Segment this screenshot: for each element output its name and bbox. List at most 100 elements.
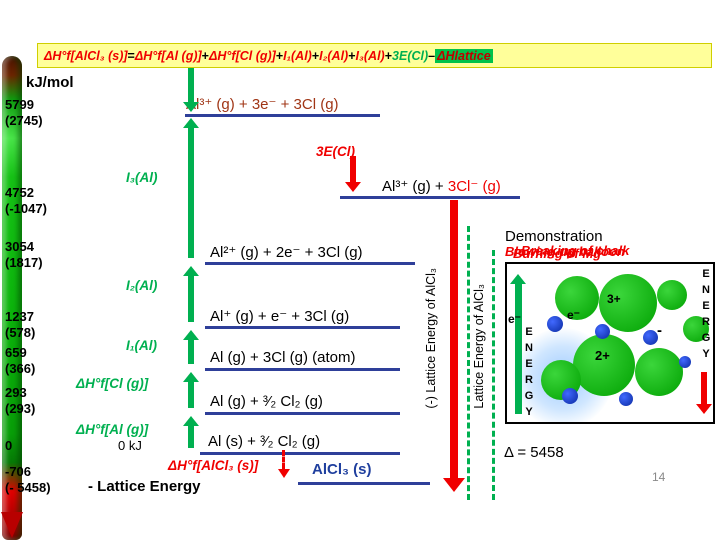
lattice-energy-bottom-label: - Lattice Energy <box>88 478 201 495</box>
level-label-part-red: 3Cl⁻ (g) <box>447 178 501 195</box>
equation-operator: + <box>311 48 320 63</box>
energy-value-alt: (366) <box>5 361 36 376</box>
equation-term: I₁(Al) <box>283 48 312 63</box>
electron-label: e⁻ <box>567 308 581 322</box>
demonstration-title: Demonstration <box>505 228 603 245</box>
nucleus-blue-circle <box>643 330 658 345</box>
neg-lattice-energy-label: (-) Lattice Energy of AlCl₃ <box>424 268 438 409</box>
energy-vertical-text-left: ENERGY <box>523 326 535 422</box>
energy-value: 659 <box>5 345 27 360</box>
demo-overlay-text: Blowing up balloon <box>505 244 625 259</box>
energy-level-line <box>298 482 430 485</box>
equation-operator: + <box>201 48 209 63</box>
equation-term-electron-affinity: 3E(Cl) <box>392 48 429 63</box>
equation-term: ΔH°f[Cl (g)] <box>208 48 276 63</box>
arrow-i1-icon <box>183 330 199 364</box>
nucleus-blue-circle <box>562 388 578 404</box>
energy-level-line <box>340 196 520 199</box>
lattice-energy-label: Lattice Energy of AlCl₃ <box>472 284 486 409</box>
delta-value-label: Δ = 5458 <box>504 444 564 461</box>
ion-green-circle <box>683 316 709 342</box>
energy-value-alt: (- 5458) <box>5 480 51 495</box>
arrow-i2-icon <box>183 266 199 322</box>
energy-level-line <box>205 262 415 265</box>
nucleus-blue-circle <box>595 324 610 339</box>
charge-3plus-label: 3+ <box>607 292 621 306</box>
level-label: Al (g) + 3Cl (g) (atom) <box>210 349 356 366</box>
minus-charge-label: - <box>657 322 662 339</box>
demo-overlay-text: Burning of Mg <box>513 246 602 261</box>
level-label-part: Al³⁺ (g) + <box>382 178 448 195</box>
ionization-demo-box: ENERGY ENERGY e⁻ e⁻ 3+ 2+ - <box>505 262 715 424</box>
equation-term: ΔH°f[AlCl₃ (s)] <box>44 48 128 63</box>
energy-value-alt: (-1047) <box>5 201 47 216</box>
energy-value-alt: (2745) <box>5 113 43 128</box>
thermometer-tip-arrow-icon <box>1 512 23 538</box>
energy-up-arrow-icon <box>510 274 526 414</box>
equation-operator: = <box>127 48 135 63</box>
level-label: Al³⁺ (g) + 3e⁻ + 3Cl (g) <box>186 96 339 113</box>
energy-value-alt: (1817) <box>5 255 43 270</box>
equation-term: ΔH°f[Al (g)] <box>134 48 202 63</box>
charge-2plus-label: 2+ <box>595 348 610 363</box>
level-label: Al²⁺ (g) + 2e⁻ + 3Cl (g) <box>210 244 363 261</box>
step-label-i2: I₂(Al) <box>126 278 158 293</box>
equation-operator: – <box>428 48 436 63</box>
arrow-hf-al-icon <box>183 416 199 448</box>
step-label-hf-alcl3: ΔH°f[AlCl₃ (s)] <box>168 458 259 473</box>
zero-kj-label: 0 kJ <box>118 438 142 453</box>
electron-label: e⁻ <box>508 312 522 326</box>
nucleus-blue-circle <box>619 392 633 406</box>
equation-operator: + <box>275 48 284 63</box>
ion-green-circle <box>657 280 687 310</box>
step-label-i3: I₃(Al) <box>126 170 158 185</box>
nucleus-blue-circle <box>679 356 691 368</box>
level-label: Al (s) + ³⁄₂ Cl₂ (g) <box>208 433 321 450</box>
equation-term: I₃(Al) <box>355 48 385 63</box>
energy-level-line <box>205 326 400 329</box>
level-label: Al³⁺ (g) + 3Cl⁻ (g) <box>382 177 501 195</box>
ion-green-circle <box>555 276 599 320</box>
energy-value: 1237 <box>5 309 34 324</box>
nucleus-blue-circle <box>547 316 563 332</box>
step-label-hf-cl: ΔH°f[Cl (g)] <box>76 376 149 391</box>
energy-value-alt: (578) <box>5 325 36 340</box>
ion-green-circle <box>599 274 657 332</box>
equation-operator: + <box>348 48 356 63</box>
energy-level-line <box>200 452 400 455</box>
ion-green-circle <box>573 334 635 396</box>
energy-scale-thermometer <box>2 56 22 540</box>
arrow-equation-to-top-level <box>183 68 199 112</box>
energy-value: 3054 <box>5 239 34 254</box>
level-label: Al (g) + ³⁄₂ Cl₂ (g) <box>210 393 323 410</box>
arrow-hf-cl-icon <box>183 372 199 408</box>
equation-term: I₂(Al) <box>319 48 349 63</box>
level-label: Al⁺ (g) + e⁻ + 3Cl (g) <box>210 308 350 325</box>
energy-level-line <box>205 368 400 371</box>
arrow-i3-icon <box>183 118 199 258</box>
page-number: 14 <box>652 470 666 484</box>
arrow-electron-affinity-icon <box>345 156 361 192</box>
energy-value: 5799 <box>5 97 34 112</box>
demo-overlay-text: Breaking of chalk <box>521 243 630 258</box>
axis-unit-label: kJ/mol <box>26 74 74 91</box>
energy-vertical-text-right: ENERGY <box>700 268 712 364</box>
equation-term-lattice-highlight: ΔHlattice <box>435 48 493 63</box>
ion-green-circle <box>635 348 683 396</box>
arrow-formation-dashed-icon <box>278 450 290 478</box>
step-label-electron-affinity: 3E(Cl) <box>316 144 356 159</box>
energy-level-line <box>185 114 380 117</box>
title-equation-bar: ΔH°f[AlCl₃ (s)] = ΔH°f[Al (g)] + ΔH°f[Cl… <box>37 43 712 68</box>
energy-value-alt: (293) <box>5 401 36 416</box>
arrow-lattice-energy-icon <box>443 200 465 492</box>
energy-level-line <box>205 412 400 415</box>
energy-value-zero: 0 <box>5 438 13 453</box>
energy-value: -706 <box>5 464 32 479</box>
dashed-guide-line <box>467 226 470 500</box>
step-label-hf-al: ΔH°f[Al (g)] <box>76 422 149 437</box>
energy-value: 293 <box>5 385 27 400</box>
energy-down-arrow-icon <box>696 372 712 414</box>
level-label-product: AlCl₃ (s) <box>312 461 372 478</box>
step-label-i1: I₁(Al) <box>126 338 157 353</box>
